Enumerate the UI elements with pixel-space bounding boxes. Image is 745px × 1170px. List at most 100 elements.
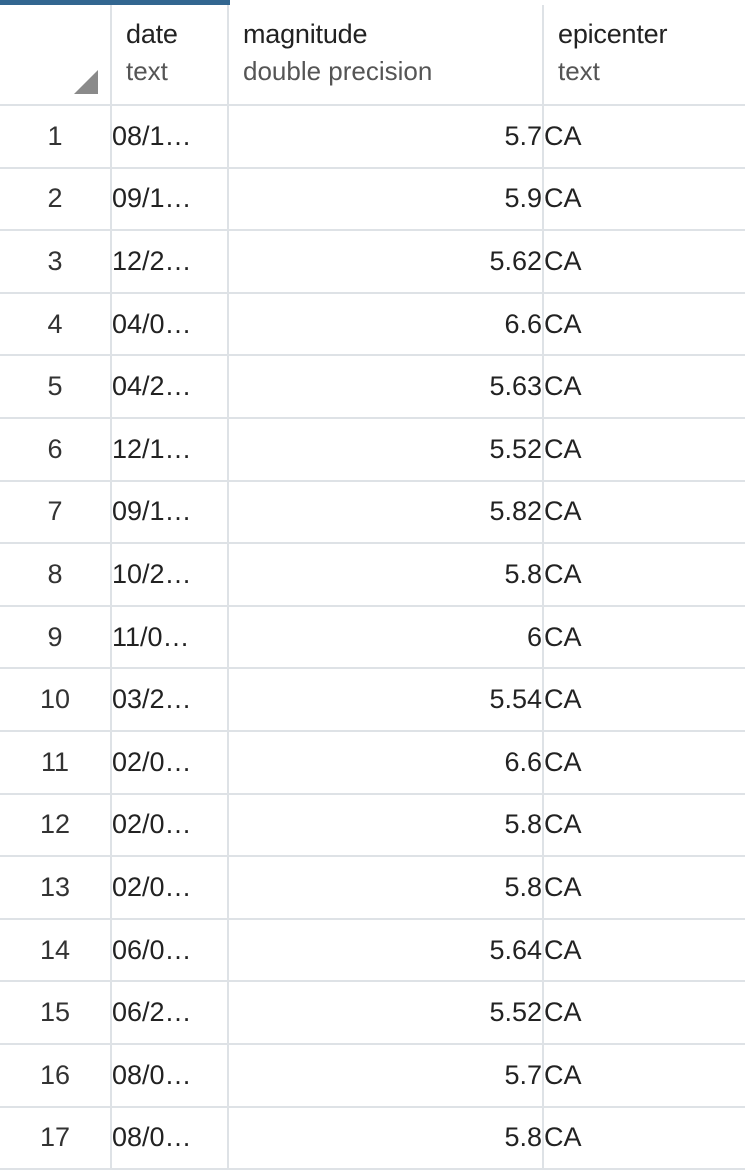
row-number[interactable]: 14 [0,917,112,983]
magnitude-cell[interactable]: 5.9 [227,166,544,232]
table-row[interactable]: 12 02/0… 5.8 CA [0,792,745,858]
epicenter-cell[interactable]: CA [542,105,745,169]
magnitude-cell[interactable]: 5.62 [227,229,544,294]
epicenter-cell[interactable]: CA [542,354,745,419]
magnitude-cell[interactable]: 6.6 [227,729,544,795]
results-grid: date text magnitude double precision epi… [0,5,745,1170]
epicenter-cell[interactable]: CA [542,980,745,1045]
epicenter-cell[interactable]: CA [542,729,745,795]
date-cell[interactable]: 04/0… [110,291,229,357]
row-number[interactable]: 6 [0,416,112,482]
date-cell[interactable]: 02/0… [110,855,229,920]
column-type: double precision [243,56,433,86]
date-cell[interactable]: 04/2… [110,354,229,419]
epicenter-cell[interactable]: CA [542,291,745,357]
epicenter-cell[interactable]: CA [542,229,745,294]
date-cell[interactable]: 10/2… [110,542,229,607]
date-cell[interactable]: 12/2… [110,229,229,294]
epicenter-cell[interactable]: CA [542,604,745,670]
date-cell[interactable]: 08/1… [110,105,229,169]
row-number[interactable]: 1 [0,105,112,169]
column-header-date[interactable]: date text [110,5,229,106]
date-cell[interactable]: 06/2… [110,980,229,1045]
epicenter-cell[interactable]: CA [542,416,745,482]
row-number[interactable]: 9 [0,604,112,670]
row-number[interactable]: 2 [0,166,112,232]
table-row[interactable]: 15 06/2… 5.52 CA [0,980,745,1045]
magnitude-cell[interactable]: 5.52 [227,980,544,1045]
epicenter-cell[interactable]: CA [542,917,745,983]
epicenter-cell[interactable]: CA [542,479,745,545]
column-name: epicenter [558,19,668,49]
magnitude-cell[interactable]: 6.6 [227,291,544,357]
select-all-corner[interactable] [0,5,112,106]
table-row[interactable]: 4 04/0… 6.6 CA [0,291,745,357]
row-number[interactable]: 11 [0,729,112,795]
magnitude-cell[interactable]: 5.8 [227,1105,544,1170]
table-row[interactable]: 8 10/2… 5.8 CA [0,542,745,607]
row-number[interactable]: 7 [0,479,112,545]
magnitude-cell[interactable]: 5.64 [227,917,544,983]
table-row[interactable]: 10 03/2… 5.54 CA [0,667,745,732]
column-header-magnitude[interactable]: magnitude double precision [227,5,544,106]
row-number[interactable]: 16 [0,1042,112,1108]
table-row[interactable]: 14 06/0… 5.64 CA [0,917,745,983]
active-tab-indicator [0,0,230,5]
date-cell[interactable]: 06/0… [110,917,229,983]
table-row[interactable]: 5 04/2… 5.63 CA [0,354,745,419]
epicenter-cell[interactable]: CA [542,667,745,732]
row-number[interactable]: 17 [0,1105,112,1170]
magnitude-cell[interactable]: 5.8 [227,542,544,607]
epicenter-cell[interactable]: CA [542,855,745,920]
epicenter-cell[interactable]: CA [542,542,745,607]
table-row[interactable]: 13 02/0… 5.8 CA [0,855,745,920]
magnitude-cell[interactable]: 5.52 [227,416,544,482]
table-row[interactable]: 3 12/2… 5.62 CA [0,229,745,294]
date-cell[interactable]: 11/0… [110,604,229,670]
table-row[interactable]: 2 09/1… 5.9 CA [0,166,745,232]
row-number[interactable]: 15 [0,980,112,1045]
grid-body: 1 08/1… 5.7 CA 2 09/1… 5.9 CA 3 12/2… 5.62 CA 4 04/0…… [0,105,745,1170]
column-type: text [558,56,600,86]
magnitude-cell[interactable]: 6 [227,604,544,670]
magnitude-cell[interactable]: 5.7 [227,105,544,169]
magnitude-cell[interactable]: 5.63 [227,354,544,419]
table-row[interactable]: 17 08/0… 5.8 CA [0,1105,745,1170]
column-name: date [126,19,178,49]
date-cell[interactable]: 08/0… [110,1042,229,1108]
epicenter-cell[interactable]: CA [542,166,745,232]
epicenter-cell[interactable]: CA [542,1105,745,1170]
magnitude-cell[interactable]: 5.54 [227,667,544,732]
date-cell[interactable]: 09/1… [110,166,229,232]
date-cell[interactable]: 08/0… [110,1105,229,1170]
resize-corner-icon [74,70,98,94]
magnitude-cell[interactable]: 5.7 [227,1042,544,1108]
column-name: magnitude [243,19,368,49]
table-row[interactable]: 6 12/1… 5.52 CA [0,416,745,482]
column-type: text [126,56,168,86]
row-number[interactable]: 13 [0,855,112,920]
date-cell[interactable]: 12/1… [110,416,229,482]
date-cell[interactable]: 02/0… [110,729,229,795]
row-number[interactable]: 12 [0,792,112,858]
table-row[interactable]: 7 09/1… 5.82 CA [0,479,745,545]
epicenter-cell[interactable]: CA [542,792,745,858]
header-row: date text magnitude double precision epi… [0,5,745,106]
magnitude-cell[interactable]: 5.82 [227,479,544,545]
magnitude-cell[interactable]: 5.8 [227,855,544,920]
row-number[interactable]: 8 [0,542,112,607]
table-row[interactable]: 1 08/1… 5.7 CA [0,105,745,169]
epicenter-cell[interactable]: CA [542,1042,745,1108]
row-number[interactable]: 5 [0,354,112,419]
row-number[interactable]: 10 [0,667,112,732]
magnitude-cell[interactable]: 5.8 [227,792,544,858]
table-row[interactable]: 9 11/0… 6 CA [0,604,745,670]
row-number[interactable]: 4 [0,291,112,357]
date-cell[interactable]: 09/1… [110,479,229,545]
table-row[interactable]: 11 02/0… 6.6 CA [0,729,745,795]
column-header-epicenter[interactable]: epicenter text [542,5,745,106]
date-cell[interactable]: 03/2… [110,667,229,732]
table-row[interactable]: 16 08/0… 5.7 CA [0,1042,745,1108]
row-number[interactable]: 3 [0,229,112,294]
date-cell[interactable]: 02/0… [110,792,229,858]
